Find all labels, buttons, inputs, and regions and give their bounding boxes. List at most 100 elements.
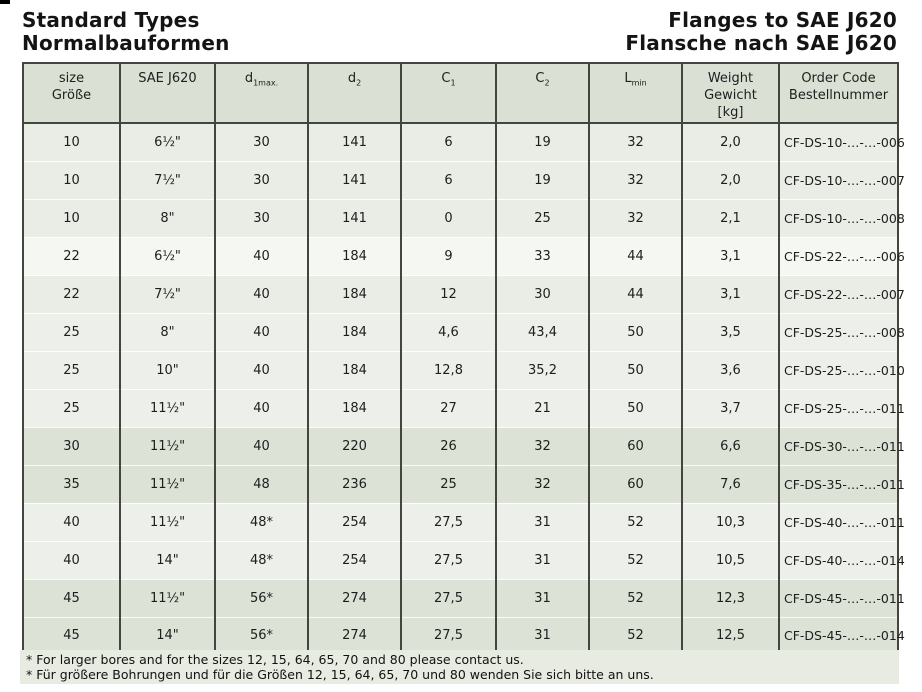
cell-weight: 6,6 <box>681 426 780 465</box>
cell-c1: 27,5 <box>400 616 497 655</box>
cell-sae: 11½" <box>119 578 216 617</box>
cell-d2: 184 <box>307 388 402 427</box>
column-header-c1: C1 <box>400 62 497 124</box>
cell-d2: 184 <box>307 350 402 389</box>
cell-weight: 12,5 <box>681 616 780 655</box>
cell-order: CF-DS-40-…-…-011 <box>778 502 905 541</box>
cell-c1: 27,5 <box>400 502 497 541</box>
cell-c1: 12 <box>400 274 497 313</box>
cell-lmin: 44 <box>588 274 683 313</box>
subtitle-english: Flanges to SAE J620 <box>668 8 897 32</box>
cell-c2: 30 <box>495 274 590 313</box>
cell-order: CF-DS-25-…-…-010 <box>778 350 905 389</box>
cell-sae: 10" <box>119 350 216 389</box>
cell-d2: 184 <box>307 312 402 351</box>
title-german: Normalbauformen <box>22 31 230 55</box>
column-header-order: Order Code Bestellnummer <box>778 62 899 124</box>
cell-c1: 0 <box>400 198 497 237</box>
footnote-strip: * For larger bores and for the sizes 12,… <box>20 650 899 684</box>
cell-weight: 2,0 <box>681 123 780 161</box>
cell-order: CF-DS-40-…-…-014 <box>778 540 905 579</box>
cell-sae: 11½" <box>119 464 216 503</box>
cell-size: 25 <box>22 312 121 351</box>
cell-lmin: 50 <box>588 388 683 427</box>
flange-spec-table: size Größe SAE J620 d1max. d2 C1 C2 Lmin Weight G… <box>22 62 905 656</box>
cell-d1max: 56* <box>214 616 309 655</box>
table-row: 22 6½" 40 184 9 33 44 3,1 CF-DS-22-…-…-006 <box>22 236 905 275</box>
cell-sae: 7½" <box>119 274 216 313</box>
table-row: 35 11½" 48 236 25 32 60 7,6 CF-DS-35-…-…-011 <box>22 464 905 503</box>
cell-d2: 220 <box>307 426 402 465</box>
cell-size: 22 <box>22 236 121 275</box>
cell-d1max: 48* <box>214 502 309 541</box>
column-header-c2: C2 <box>495 62 590 124</box>
cell-d1max: 30 <box>214 198 309 237</box>
cell-weight: 3,1 <box>681 236 780 275</box>
cell-lmin: 52 <box>588 502 683 541</box>
cell-order: CF-DS-10-…-…-008 <box>778 198 905 237</box>
cell-lmin: 44 <box>588 236 683 275</box>
cell-d1max: 30 <box>214 123 309 161</box>
scan-artifact-mark <box>0 0 10 4</box>
cell-sae: 8" <box>119 198 216 237</box>
page-title-right: Flanges to SAE J620 Flansche nach SAE J6… <box>625 9 897 55</box>
cell-weight: 3,5 <box>681 312 780 351</box>
cell-lmin: 32 <box>588 198 683 237</box>
table-row: 10 6½" 30 141 6 19 32 2,0 CF-DS-10-…-…-006 <box>22 123 905 161</box>
cell-lmin: 60 <box>588 426 683 465</box>
cell-c2: 19 <box>495 123 590 161</box>
cell-size: 35 <box>22 464 121 503</box>
cell-size: 40 <box>22 502 121 541</box>
cell-c2: 35,2 <box>495 350 590 389</box>
cell-lmin: 52 <box>588 616 683 655</box>
cell-weight: 10,5 <box>681 540 780 579</box>
table-row: 25 10" 40 184 12,8 35,2 50 3,6 CF-DS-25-…-…-010 <box>22 350 905 389</box>
cell-c1: 25 <box>400 464 497 503</box>
cell-c1: 4,6 <box>400 312 497 351</box>
cell-order: CF-DS-30-…-…-011 <box>778 426 905 465</box>
cell-sae: 11½" <box>119 388 216 427</box>
cell-c1: 27 <box>400 388 497 427</box>
cell-c1: 6 <box>400 123 497 161</box>
cell-sae: 14" <box>119 616 216 655</box>
cell-sae: 11½" <box>119 502 216 541</box>
cell-weight: 3,6 <box>681 350 780 389</box>
cell-d2: 274 <box>307 616 402 655</box>
cell-weight: 3,1 <box>681 274 780 313</box>
table-row: 25 11½" 40 184 27 21 50 3,7 CF-DS-25-…-…-011 <box>22 388 905 427</box>
cell-weight: 2,0 <box>681 160 780 199</box>
cell-d1max: 40 <box>214 312 309 351</box>
cell-d2: 254 <box>307 540 402 579</box>
table-row: 40 11½" 48* 254 27,5 31 52 10,3 CF-DS-40-…-…-011 <box>22 502 905 541</box>
cell-c1: 27,5 <box>400 578 497 617</box>
cell-order: CF-DS-22-…-…-007 <box>778 274 905 313</box>
cell-order: CF-DS-25-…-…-008 <box>778 312 905 351</box>
cell-c2: 43,4 <box>495 312 590 351</box>
cell-c1: 9 <box>400 236 497 275</box>
page-header: Standard Types Normalbauformen Flanges t… <box>22 9 897 55</box>
cell-d1max: 56* <box>214 578 309 617</box>
cell-c2: 31 <box>495 578 590 617</box>
column-header-size: size Größe <box>22 62 121 124</box>
cell-sae: 6½" <box>119 236 216 275</box>
cell-c1: 12,8 <box>400 350 497 389</box>
cell-lmin: 50 <box>588 312 683 351</box>
column-header-lmin: Lmin <box>588 62 683 124</box>
cell-order: CF-DS-45-…-…-011 <box>778 578 905 617</box>
cell-c1: 6 <box>400 160 497 199</box>
column-header-sae: SAE J620 <box>119 62 216 124</box>
title-english: Standard Types <box>22 8 200 32</box>
cell-weight: 12,3 <box>681 578 780 617</box>
cell-size: 25 <box>22 350 121 389</box>
cell-weight: 10,3 <box>681 502 780 541</box>
table-row: 40 14" 48* 254 27,5 31 52 10,5 CF-DS-40-…-…-014 <box>22 540 905 579</box>
table-row: 10 7½" 30 141 6 19 32 2,0 CF-DS-10-…-…-007 <box>22 160 905 199</box>
cell-d2: 254 <box>307 502 402 541</box>
cell-d2: 184 <box>307 236 402 275</box>
cell-d2: 141 <box>307 198 402 237</box>
table-row: 10 8" 30 141 0 25 32 2,1 CF-DS-10-…-…-008 <box>22 198 905 237</box>
cell-c1: 26 <box>400 426 497 465</box>
cell-c2: 33 <box>495 236 590 275</box>
cell-d1max: 48* <box>214 540 309 579</box>
cell-order: CF-DS-35-…-…-011 <box>778 464 905 503</box>
